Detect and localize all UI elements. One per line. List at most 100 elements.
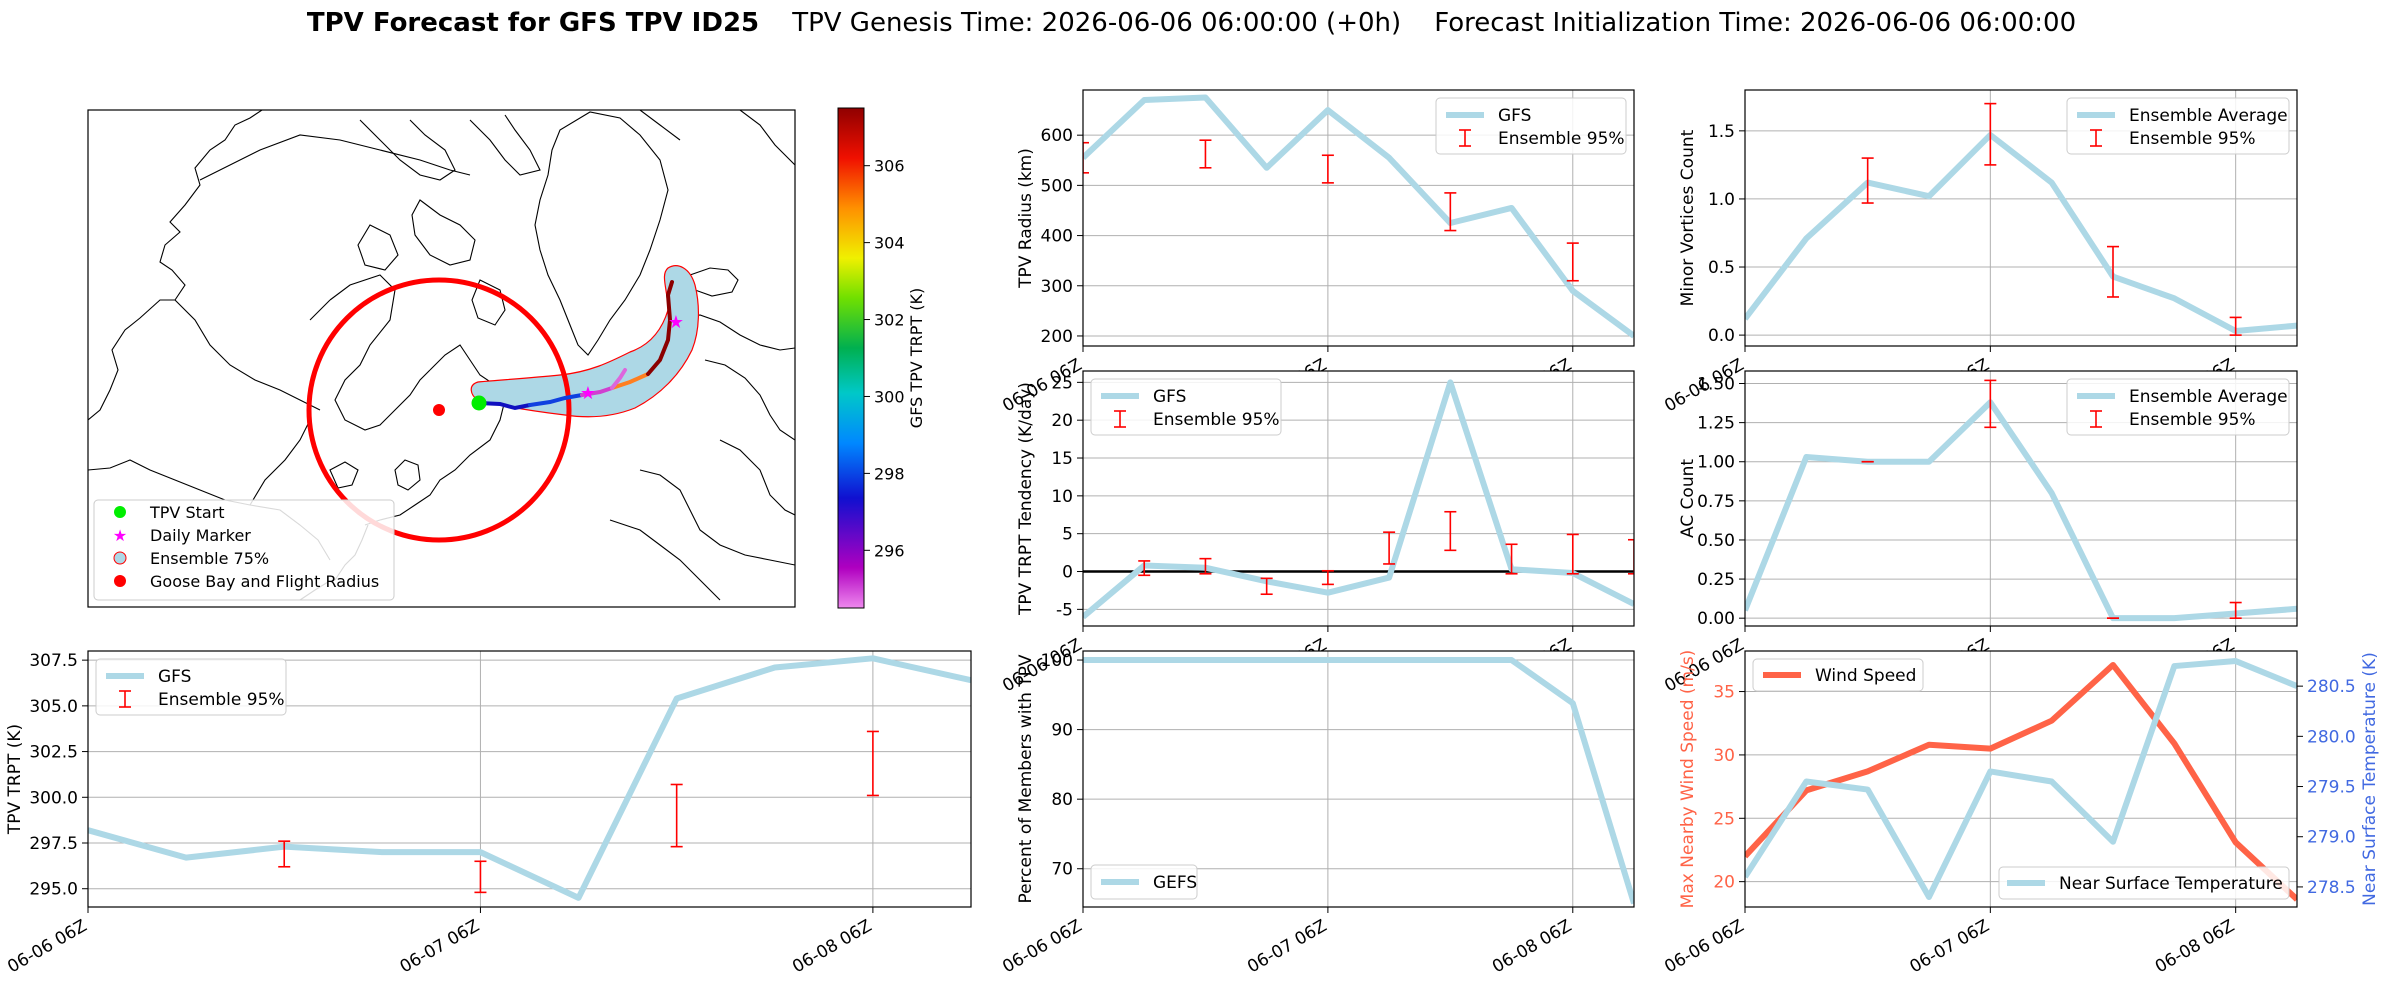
errorbar: [1861, 157, 1874, 204]
y-tick-label: -5: [1056, 600, 1073, 620]
plot-marks: [1083, 94, 1634, 339]
tpv-track: [477, 280, 674, 411]
y-axis-label: TPV Radius (km): [1016, 148, 1036, 289]
y-axis-label: TPV TRPT (K): [5, 724, 25, 835]
x-tick-label: 06-07 06Z: [1244, 916, 1330, 977]
series-line-wind-speed: [1745, 661, 2297, 902]
y-tick-label: 0.0: [1708, 326, 1735, 346]
legend-label: Ensemble 95%: [1498, 129, 1625, 149]
series-line-ensemble-average: [1745, 131, 2297, 335]
y2-tick-label: 279.0: [2307, 828, 2356, 848]
y-tick-label: 400: [1041, 227, 1073, 247]
daily-marker-1: ★: [580, 383, 596, 404]
y-tick-label: 1.5: [1708, 122, 1735, 142]
colorbar-tick-label-3: 302: [874, 311, 905, 330]
y-tick-label: 35: [1713, 683, 1735, 703]
plot-area: [1083, 651, 1634, 907]
errorbar: [2107, 245, 2119, 298]
errorbar-edge: [1083, 141, 1089, 174]
legend-label: Ensemble 95%: [2129, 410, 2256, 430]
y2-axis-label: Near Surface Temperature (K): [2360, 652, 2380, 906]
colorbar-tick-label-1: 298: [874, 464, 905, 483]
y2-tick-label: 279.5: [2307, 778, 2356, 798]
colorbar-tick-label-4: 304: [874, 234, 905, 253]
y-tick-label: 305.0: [29, 697, 78, 717]
y-tick-label: 297.5: [29, 834, 78, 854]
x-tick-label: 06-08 06Z: [1489, 916, 1575, 977]
x-tick-label: 06-08 06Z: [789, 916, 875, 977]
legend-label: Near Surface Temperature: [2059, 874, 2283, 894]
y-axis-label: TPV TRPT Tendency (K/day): [1016, 382, 1036, 616]
title-main: TPV Forecast for GFS TPV ID25: [306, 8, 760, 38]
colorbar-tick-label-5: 306: [874, 157, 905, 176]
plot-frame: [1082, 650, 1635, 908]
errorbar: [1444, 510, 1457, 552]
y-tick-label: 100: [1041, 651, 1073, 671]
errorbar: [866, 730, 879, 797]
legend-temperature: Near Surface Temperature: [1998, 866, 2290, 900]
legend-goose-bay: Goose Bay and Flight Radius: [150, 572, 379, 591]
legend-label: Ensemble Average: [2129, 106, 2288, 126]
y-tick-label: 295.0: [29, 880, 78, 900]
y-tick-label: 600: [1041, 126, 1073, 146]
y-tick-label: 307.5: [29, 651, 78, 671]
y-tick-label: 0.25: [1697, 570, 1735, 590]
series-line-gfs: [1083, 379, 1634, 620]
chart-legend: GFS Ensemble 95%: [1090, 378, 1282, 436]
errorbar: [1444, 192, 1457, 232]
x-tick-label: 06-06 06Z: [4, 916, 90, 977]
errorbar: [1383, 531, 1396, 565]
plot-marks: [1745, 379, 2297, 622]
y-tick-label: 0: [1062, 563, 1073, 583]
y-tick-label: 500: [1041, 176, 1073, 196]
flight-radius-circle: [306, 277, 572, 543]
coastlines: [88, 110, 795, 601]
y-tick-label: 70: [1051, 860, 1073, 880]
legend-tpv-start: TPV Start: [149, 503, 225, 522]
series-line-ensemble-average: [1745, 399, 2297, 622]
legend-label: Ensemble 95%: [1153, 410, 1280, 430]
y-tick-label: 25: [1713, 809, 1735, 829]
tpv-start-marker: [471, 395, 487, 411]
colorbar-ticks: 296 298 300 302 304 306: [864, 157, 905, 560]
y-tick-label: 10: [1051, 487, 1073, 507]
series-line-gfs: [88, 655, 971, 901]
errorbar: [1321, 569, 1334, 586]
plot-frame: [1744, 650, 2298, 908]
legend-star-icon: ★: [113, 526, 127, 545]
trpt-chart: 295.0 297.5 300.0 302.5 305.0 307.5 06-06 06Z 0…: [4, 650, 972, 977]
series-line-gfs: [1083, 94, 1634, 339]
legend-label: Ensemble 95%: [158, 690, 285, 710]
series-line-gefs: [1083, 657, 1634, 905]
colorbar-ramp: [837, 107, 865, 609]
plot-frame: [1082, 89, 1635, 347]
errorbar: [1566, 533, 1579, 575]
errorbar: [670, 783, 683, 848]
chart-legend: GEFS: [1090, 864, 1198, 900]
chart-legend: GFS Ensemble 95%: [95, 658, 287, 716]
y-tick-label: 1.0: [1708, 190, 1735, 210]
legend-label: Ensemble Average: [2129, 387, 2288, 407]
plot-frame: [1744, 89, 2298, 347]
chart-legend: GFS Ensemble 95%: [1435, 97, 1627, 155]
y-tick-label: 20: [1051, 411, 1073, 431]
colorbar-label: GFS TPV TRPT (K): [907, 288, 926, 428]
legend-ensemble-icon: [113, 551, 127, 565]
y-tick-label: 90: [1051, 721, 1073, 741]
y-tick-label: 0.5: [1708, 258, 1735, 278]
y-tick-label: 300: [1041, 277, 1073, 297]
y-tick-label: 0.50: [1697, 531, 1735, 551]
y-tick-label: 25: [1051, 373, 1073, 393]
title-init: Forecast Initialization Time: 2026-06-06…: [1434, 8, 2077, 38]
plot-marks: [88, 655, 971, 901]
errorbar: [2229, 316, 2242, 336]
y-axis-label: Percent of Members with TPV: [1016, 654, 1036, 903]
map-legend: TPV Start ★ Daily Marker Ensemble 75% Go…: [93, 499, 395, 601]
y-tick-label: 20: [1713, 873, 1735, 893]
x-tick-label: 06-07 06Z: [397, 916, 483, 977]
title-genesis: TPV Genesis Time: 2026-06-06 06:00:00 (+…: [792, 8, 1402, 38]
goose-bay-marker: [433, 404, 445, 416]
